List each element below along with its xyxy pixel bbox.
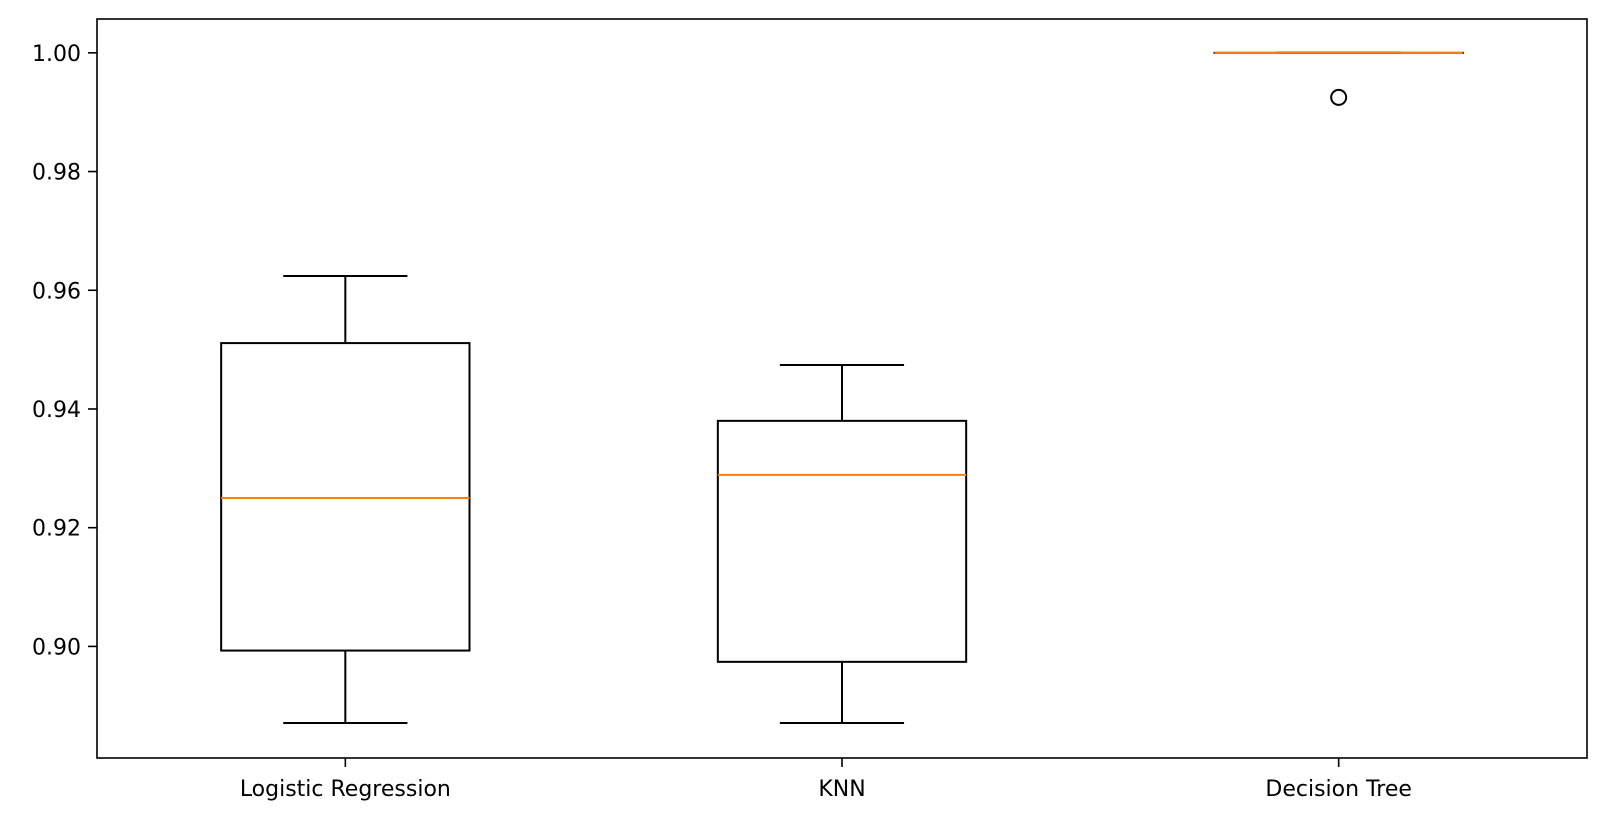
x-tick-label: Decision Tree xyxy=(1265,777,1412,802)
y-axis: 0.90 0.92 0.94 0.96 0.98 1.00 xyxy=(32,42,97,660)
plot-marks xyxy=(220,51,1464,724)
plot-frame xyxy=(96,18,1588,759)
y-tick-label: 0.94 xyxy=(32,398,81,423)
y-tick-label: 1.00 xyxy=(32,42,81,67)
box-group-1 xyxy=(220,275,471,724)
y-tick-label: 0.90 xyxy=(32,635,81,660)
box-group-3 xyxy=(1213,51,1464,106)
x-tick-label: KNN xyxy=(818,777,865,802)
iqr-box xyxy=(716,419,968,663)
outlier-point xyxy=(1330,88,1348,106)
iqr-box xyxy=(220,342,471,652)
x-tick-label: Logistic Regression xyxy=(240,777,451,802)
x-axis: Logistic Regression KNN Decision Tree xyxy=(240,758,1412,802)
y-tick-label: 0.96 xyxy=(32,279,81,304)
y-tick-label: 0.92 xyxy=(32,517,81,542)
box-group-2 xyxy=(716,364,968,724)
y-tick-label: 0.98 xyxy=(32,161,81,186)
